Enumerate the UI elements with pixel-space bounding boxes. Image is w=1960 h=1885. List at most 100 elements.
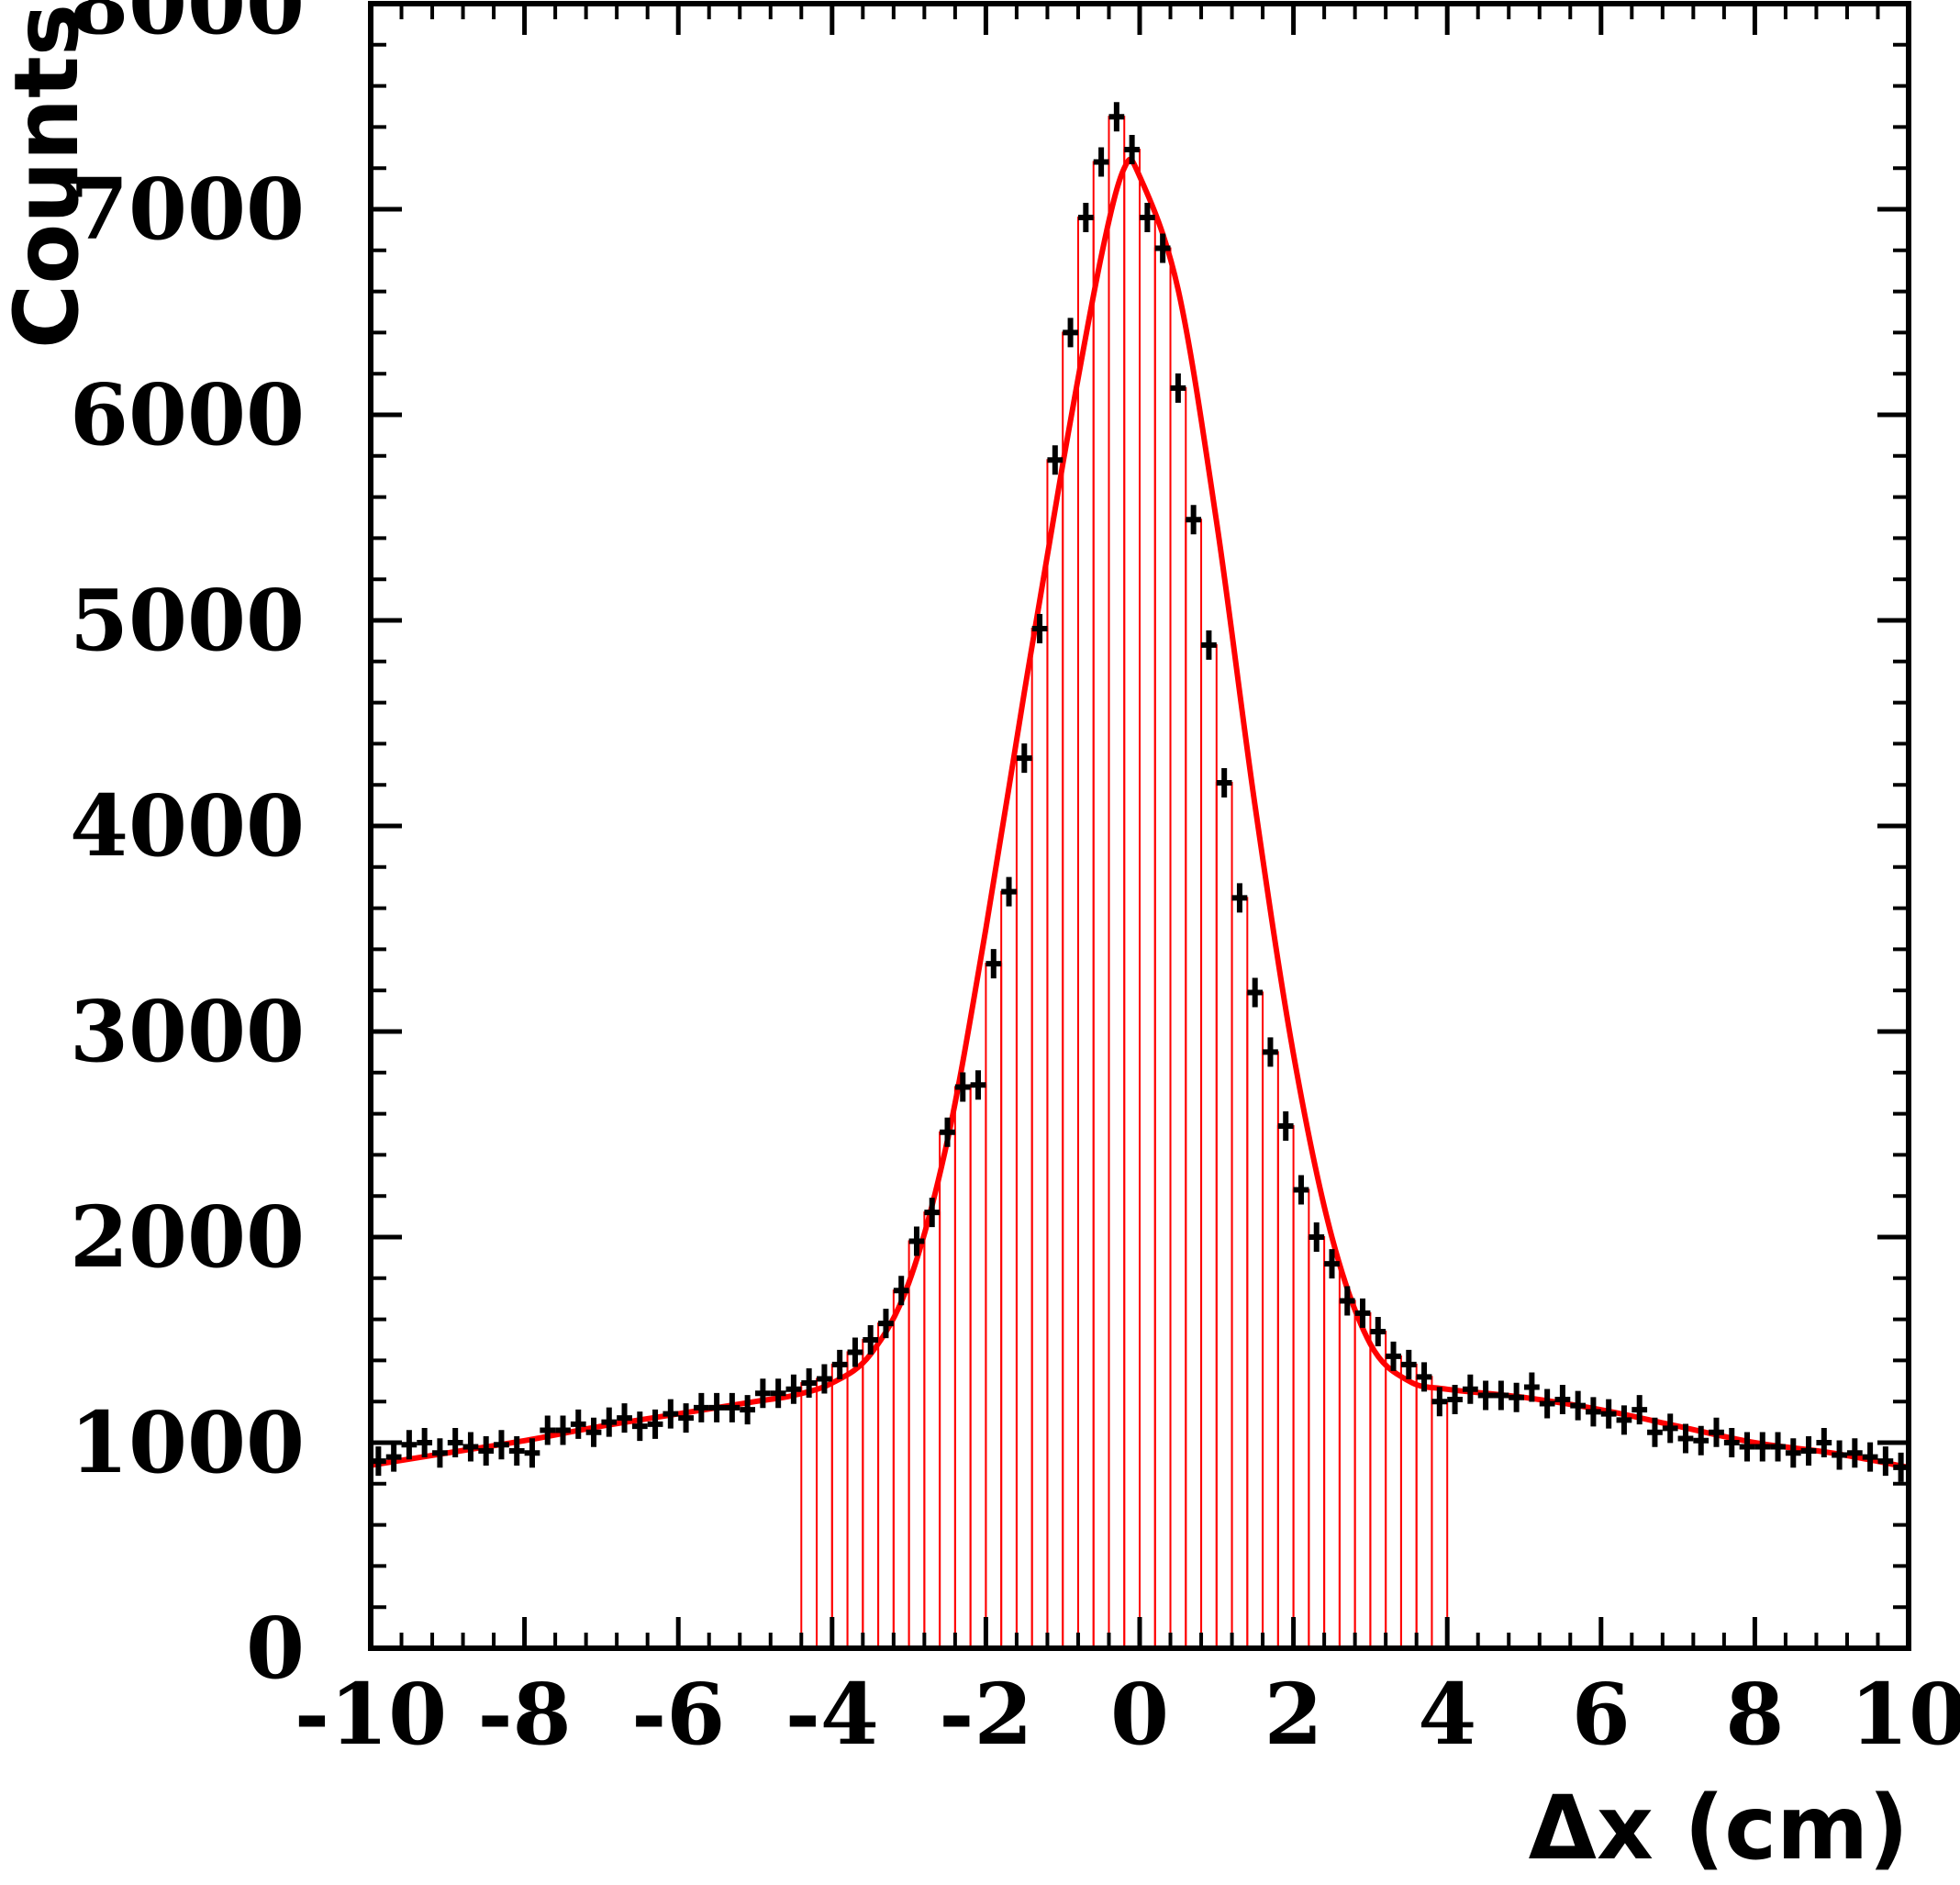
histogram-bar <box>1030 627 1049 1650</box>
data-point <box>617 1403 632 1433</box>
data-point <box>755 1378 771 1409</box>
data-point <box>494 1430 509 1460</box>
x-tick-label: -10 <box>295 1665 447 1764</box>
data-point <box>970 1070 986 1100</box>
y-tick-label: 1000 <box>70 1393 305 1492</box>
y-tick-label: 2000 <box>70 1188 305 1287</box>
histogram-bar <box>923 1211 941 1649</box>
data-point <box>1462 1374 1478 1404</box>
histogram-bar <box>816 1378 833 1650</box>
histogram-bar <box>1108 116 1126 1650</box>
histogram-bar <box>1000 890 1018 1649</box>
data-point <box>1277 1111 1294 1142</box>
data-point <box>1247 977 1264 1008</box>
x-tick-labels: -10 -8 -6 -4 -2 0 2 4 6 8 10 <box>295 1665 1960 1764</box>
data-point <box>1586 1397 1601 1427</box>
histogram-bar <box>1015 757 1033 1649</box>
histogram-bar <box>830 1363 849 1649</box>
data-point <box>817 1364 832 1394</box>
y-tick-label: 0 <box>246 1599 305 1698</box>
histogram-bar <box>877 1322 895 1649</box>
data-point <box>1600 1399 1617 1429</box>
data-point <box>1524 1372 1540 1402</box>
x-tick-label: 4 <box>1418 1665 1476 1764</box>
histogram-bar <box>939 1131 956 1649</box>
data-point <box>893 1276 909 1306</box>
data-point <box>1570 1390 1587 1421</box>
y-axis-title: Counts <box>0 4 98 349</box>
histogram-bar <box>969 1084 987 1649</box>
data-point <box>1723 1428 1740 1457</box>
histogram-bar <box>892 1289 910 1649</box>
data-point <box>478 1435 495 1466</box>
x-axis-title: Δx (cm) <box>1529 1777 1909 1879</box>
histogram-bar <box>1123 149 1141 1649</box>
histogram-bar <box>1308 1236 1326 1649</box>
data-point <box>447 1428 463 1457</box>
histogram-bar <box>800 1382 819 1650</box>
data-point <box>1677 1423 1694 1454</box>
data-point <box>847 1337 863 1367</box>
data-point <box>1616 1405 1632 1435</box>
x-tick-label: -4 <box>785 1665 879 1764</box>
data-point <box>1016 743 1032 774</box>
histogram-bar <box>1369 1331 1387 1650</box>
data-point <box>1201 630 1217 660</box>
data-point <box>1846 1438 1863 1468</box>
data-point <box>678 1403 694 1433</box>
histogram-bar <box>953 1086 972 1649</box>
data-point <box>1477 1380 1494 1411</box>
data-point <box>1447 1384 1463 1414</box>
histogram-bar <box>1169 386 1187 1649</box>
data-point <box>1539 1389 1555 1419</box>
y-tick-label: 4000 <box>70 776 305 876</box>
data-point <box>954 1072 971 1102</box>
histogram-bar <box>862 1339 880 1649</box>
data-point <box>1324 1249 1340 1279</box>
data-point <box>801 1368 818 1399</box>
histogram-bar <box>1399 1363 1418 1649</box>
data-point <box>1063 318 1078 348</box>
data-point <box>1077 202 1094 232</box>
histogram-bars <box>800 116 1449 1650</box>
data-point <box>1693 1425 1709 1456</box>
data-point <box>693 1392 709 1422</box>
histogram-bar <box>1323 1263 1341 1649</box>
data-point <box>1631 1395 1648 1425</box>
data-point <box>1231 883 1248 913</box>
histogram-bar <box>1092 161 1110 1650</box>
histogram-bar <box>1353 1311 1372 1649</box>
histogram-bar <box>1185 519 1203 1649</box>
y-tick-label: 3000 <box>70 982 305 1081</box>
histogram-bar <box>1200 643 1218 1649</box>
data-point <box>1031 613 1048 643</box>
data-point <box>555 1415 571 1445</box>
data-point <box>1047 445 1064 475</box>
histogram-bar <box>1215 781 1233 1649</box>
x-tick-label: -2 <box>939 1665 1032 1764</box>
data-point <box>1800 1435 1817 1466</box>
histogram-bar <box>1292 1188 1310 1649</box>
data-point <box>831 1349 848 1379</box>
data-point <box>1754 1432 1771 1462</box>
histogram-bar <box>1415 1376 1433 1649</box>
y-tick-label: 7000 <box>70 160 305 259</box>
x-tick-label: -8 <box>477 1665 571 1764</box>
histogram-bar <box>1338 1299 1356 1649</box>
data-point <box>570 1409 586 1439</box>
data-point <box>740 1395 755 1425</box>
data-point <box>1431 1387 1448 1417</box>
plot-frame <box>368 1 1911 1651</box>
data-point <box>1293 1175 1309 1205</box>
data-point <box>524 1438 540 1468</box>
histogram-bar <box>1231 897 1249 1649</box>
data-point <box>724 1392 741 1422</box>
data-point <box>1309 1222 1325 1252</box>
histogram-bar <box>1076 216 1095 1650</box>
data-point <box>708 1392 725 1422</box>
data-point <box>1709 1417 1724 1447</box>
data-point <box>385 1442 402 1472</box>
histogram-bar <box>1385 1355 1402 1650</box>
data-point <box>770 1378 786 1409</box>
data-point <box>401 1430 418 1460</box>
